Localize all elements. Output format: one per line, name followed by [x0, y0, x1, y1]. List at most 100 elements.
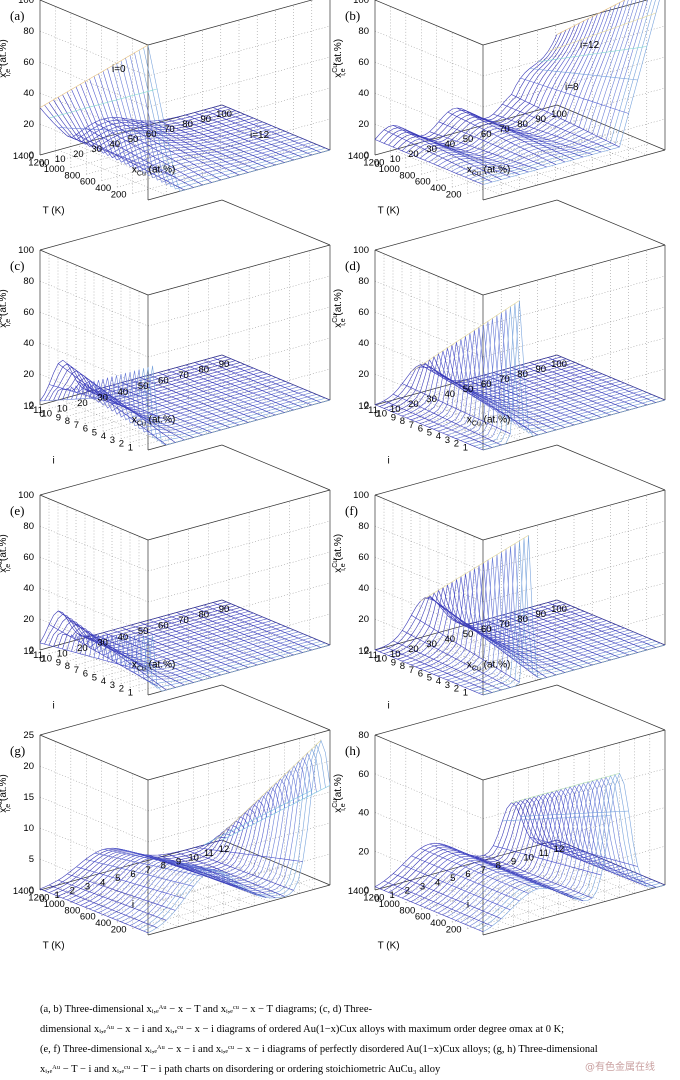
- x-tick-label: 6: [130, 869, 135, 880]
- surface-line: [221, 785, 331, 841]
- z-tick-label: 20: [23, 761, 34, 772]
- z-axis-label: xAui,e (at.%): [0, 39, 12, 77]
- surface-line: [194, 607, 303, 653]
- surface-line: [420, 848, 529, 894]
- y-tick-label: 1000: [44, 164, 65, 175]
- x-tick-label: 80: [182, 119, 193, 130]
- surface-line: [94, 122, 203, 186]
- x-tick-label: 10: [390, 649, 401, 660]
- x-tick-label: 0: [39, 159, 44, 170]
- x-tick-label: 90: [219, 604, 230, 615]
- y-tick-label: 6: [83, 424, 88, 435]
- x-tick-label: 60: [481, 379, 492, 390]
- x-tick-label: 30: [97, 637, 108, 648]
- surface-line: [556, 839, 666, 886]
- y-tick-label: 3: [110, 680, 115, 691]
- x-tick-label: 5: [115, 873, 120, 884]
- y-tick-label: 1: [128, 442, 133, 453]
- y-tick-label: 200: [111, 190, 127, 201]
- surface-line: [402, 864, 511, 911]
- surface-line: [103, 118, 212, 183]
- surface-line: [502, 815, 611, 822]
- x-tick-label: 20: [408, 644, 419, 655]
- y-tick-label: 5: [92, 672, 97, 683]
- z-tick-label: 40: [358, 88, 369, 99]
- x-tick-label: 2: [70, 886, 75, 897]
- x-tick-label: 12: [554, 844, 565, 855]
- x-tick-label: 70: [499, 124, 510, 135]
- z-axis-label: xCui,e (at.%): [332, 39, 347, 78]
- x-axis-label-base: i: [132, 900, 134, 911]
- z-tick-label: 80: [23, 521, 34, 532]
- axis-box-edge: [147, 884, 331, 936]
- surface-line: [547, 12, 657, 52]
- z-tick-label: 20: [23, 369, 34, 380]
- x-axis-label-base: x: [467, 415, 472, 426]
- y-tick-label: 2: [119, 684, 124, 695]
- surface-line: [420, 135, 529, 173]
- surface-line: [520, 810, 629, 817]
- y-tick-label: 800: [399, 170, 415, 181]
- surface-line: [374, 139, 484, 185]
- axis-box-edge: [221, 684, 331, 731]
- surface-line: [112, 847, 221, 872]
- x-tick-label: 80: [198, 365, 209, 376]
- surface-line: [167, 853, 276, 899]
- x-tick-label: 80: [517, 369, 528, 380]
- surface-line: [429, 843, 538, 890]
- surface-line: [176, 851, 285, 897]
- surface-line: [176, 367, 285, 413]
- axis-box-edge: [374, 0, 484, 46]
- axis-box-edge: [482, 149, 666, 201]
- x-tick-label: 40: [445, 634, 456, 645]
- x-tick-label: 50: [138, 381, 149, 392]
- y-tick-label: 1: [463, 687, 468, 698]
- z-axis-label-base: x: [0, 73, 9, 78]
- x-tick-label: 11: [539, 848, 549, 859]
- surface-line: [465, 623, 575, 671]
- panel-label: (h): [345, 743, 360, 758]
- surface-line: [221, 104, 331, 151]
- y-tick-label: 12: [358, 401, 369, 412]
- y-tick-label: 9: [56, 657, 61, 668]
- surface-line: [493, 617, 602, 663]
- surface-line: [411, 300, 520, 372]
- z-axis-label-sup: Cu: [332, 559, 339, 568]
- figure-panels: (a)020406080100xAui,e (at.%)200400600800…: [0, 0, 666, 951]
- surface-line: [80, 803, 263, 906]
- y-tick-label: 1400: [13, 886, 34, 897]
- y-tick-label: 10: [41, 654, 52, 665]
- z-tick-label: 0: [364, 150, 369, 161]
- surface-line: [221, 599, 331, 646]
- y-tick-label: 11: [368, 650, 378, 661]
- x-tick-label: 10: [57, 648, 68, 659]
- x-tick-label: 30: [91, 144, 102, 155]
- z-axis-label: xCui,e (at.%): [332, 289, 347, 328]
- z-tick-label: 60: [23, 552, 34, 563]
- y-tick-label: 9: [391, 412, 396, 423]
- z-tick-label: 60: [358, 307, 369, 318]
- z-axis-label-sub: i,e: [5, 319, 12, 327]
- grid-line: [147, 275, 331, 327]
- caption-line-2: dimensional xᵢ,ₑᴬᵘ − x − i and xᵢ,ₑᶜᵘ − …: [40, 1024, 565, 1035]
- y-tick-label: 800: [64, 170, 80, 181]
- z-axis-label-base: x: [333, 73, 344, 78]
- surface-line: [402, 383, 511, 435]
- surface-line: [130, 624, 240, 671]
- y-axis-label: i: [387, 455, 389, 466]
- surface-line: [85, 636, 194, 683]
- surface-line: [484, 374, 593, 421]
- surface-line: [493, 372, 602, 418]
- surface-line: [58, 127, 167, 134]
- surface-line: [49, 384, 158, 417]
- y-tick-label: 3: [110, 435, 115, 446]
- surface-line: [383, 129, 493, 183]
- x-tick-label: 9: [511, 857, 516, 868]
- surface-line: [529, 362, 638, 408]
- z-axis-label-base: x: [0, 323, 9, 328]
- surface-line: [538, 46, 647, 62]
- surface-line: [493, 845, 602, 876]
- z-axis-label-base: x: [0, 568, 9, 573]
- axis-box-edge: [39, 444, 223, 496]
